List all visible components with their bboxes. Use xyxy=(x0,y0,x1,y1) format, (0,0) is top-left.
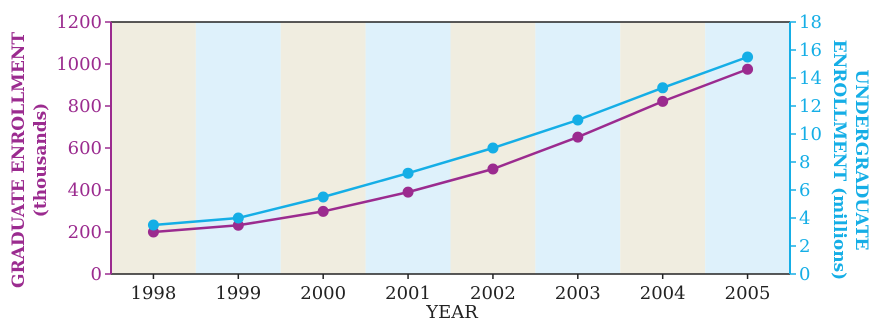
data-point xyxy=(572,131,584,143)
year-bands xyxy=(111,22,790,274)
data-point xyxy=(657,82,669,94)
x-tick-label: 1999 xyxy=(215,283,261,304)
left-y-axis-title: GRADUATE ENROLLMENT (thousands) xyxy=(9,32,51,288)
left-y-tick-label: 1000 xyxy=(56,54,102,75)
left-y-tick-label: 800 xyxy=(68,96,102,117)
data-point xyxy=(317,191,329,203)
series-layer xyxy=(147,51,754,238)
data-point xyxy=(657,95,669,107)
x-ticks: 1998 1999 2000 2001 2002 2003 2004 2005 xyxy=(131,274,771,304)
data-point xyxy=(487,142,499,154)
x-tick-label: 2005 xyxy=(725,283,771,304)
data-point xyxy=(487,163,499,175)
right-y-tick-label: 12 xyxy=(799,96,822,117)
right-y-tick-label: 10 xyxy=(799,124,822,145)
right-y-tick-label: 16 xyxy=(799,40,822,61)
year-band xyxy=(195,22,281,274)
left-y-tick-label: 200 xyxy=(68,222,102,243)
data-point xyxy=(742,63,754,75)
x-tick-label: 2001 xyxy=(385,283,431,304)
right-y-tick-label: 8 xyxy=(799,152,810,173)
right-y-tick-label: 0 xyxy=(799,264,810,285)
data-point xyxy=(572,114,584,126)
x-tick-label: 2004 xyxy=(640,283,686,304)
x-tick-label: 1998 xyxy=(131,283,177,304)
right-y-axis-title: UNDERGRADUATE ENROLLMENT (millions) xyxy=(829,40,871,280)
left-y-tick-label: 0 xyxy=(91,264,102,285)
graduate-series xyxy=(147,63,754,238)
data-point xyxy=(317,205,329,217)
x-tick-label: 2002 xyxy=(470,283,516,304)
right-y-tick-label: 6 xyxy=(799,180,810,201)
data-point xyxy=(147,219,159,231)
right-y-title-line2: ENROLLMENT (millions) xyxy=(829,40,849,280)
data-point xyxy=(402,167,414,179)
left-y-title-line1: GRADUATE ENROLLMENT xyxy=(9,32,29,288)
x-tick-label: 2003 xyxy=(555,283,601,304)
left-y-tick-label: 400 xyxy=(68,180,102,201)
left-y-tick-label: 600 xyxy=(68,138,102,159)
right-y-tick-label: 18 xyxy=(799,12,822,33)
data-point xyxy=(742,51,754,63)
left-y-tick-label: 1200 xyxy=(56,12,102,33)
right-y-tick-label: 14 xyxy=(799,68,822,89)
right-y-tick-label: 4 xyxy=(799,208,810,229)
x-tick-label: 2000 xyxy=(300,283,346,304)
right-y-title-line1: UNDERGRADUATE xyxy=(851,70,871,251)
series-line xyxy=(153,55,748,227)
year-band xyxy=(280,22,366,274)
year-band xyxy=(365,22,451,274)
left-y-title-line2: (thousands) xyxy=(31,103,51,217)
year-band xyxy=(620,22,706,274)
right-y-tick-label: 2 xyxy=(799,236,810,257)
left-y-ticks: 0 200 400 600 800 1000 1200 xyxy=(56,12,111,285)
series-line xyxy=(153,68,749,234)
data-point xyxy=(402,186,414,198)
data-point xyxy=(232,212,244,224)
x-axis-title: YEAR xyxy=(425,302,478,321)
right-y-ticks: 0 2 4 6 8 10 12 14 16 18 xyxy=(790,12,822,285)
undergraduate-series xyxy=(147,51,754,231)
